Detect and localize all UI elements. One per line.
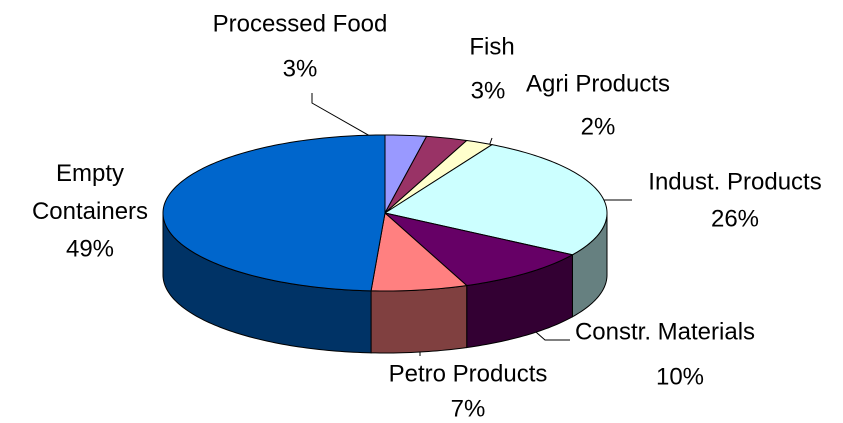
slice-value-label: 3% [471,77,506,104]
slice-label: Agri Products [526,70,670,97]
slice-value-label: 7% [451,395,486,422]
slice-label: Processed Food [213,10,388,37]
slice-label: Petro Products [389,360,548,387]
slice [383,212,574,287]
slice-value-label: 3% [283,55,318,82]
slice [384,139,494,214]
slice-label: Fish [469,33,514,60]
slice-value-label: 10% [656,363,704,390]
pie-tops [162,134,608,292]
slice [162,134,386,292]
slice-label: Constr. Materials [575,318,755,345]
slice [383,144,608,256]
slice-side [370,284,468,354]
slice-label: Indust. Products [648,168,821,195]
slice [384,135,468,214]
slice-label: Empty Containers [32,160,148,225]
slice [370,212,468,292]
slice-value-label: 26% [711,205,759,232]
slice-value-label: 2% [581,113,616,140]
slice-value-label: 49% [66,235,114,262]
